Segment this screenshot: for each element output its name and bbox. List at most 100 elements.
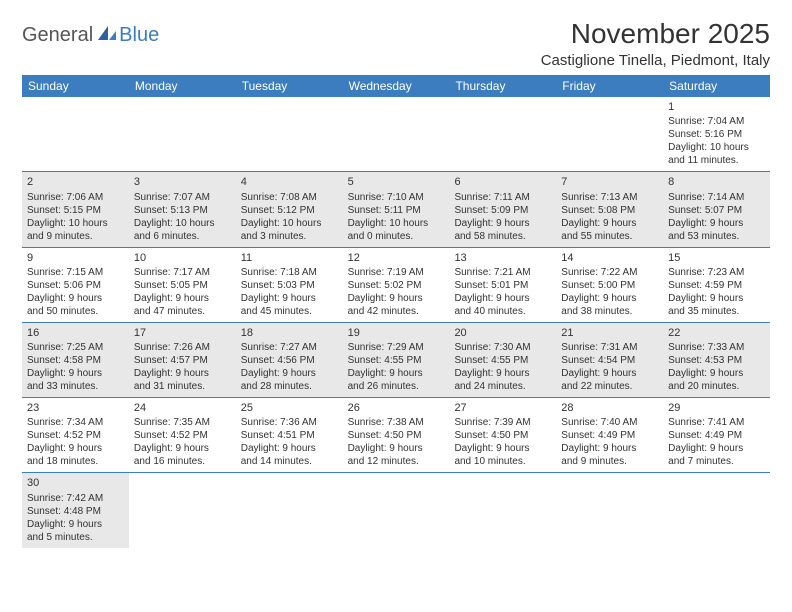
day-daylight2: and 11 minutes. (668, 154, 765, 167)
day-daylight2: and 0 minutes. (348, 230, 445, 243)
day-cell-empty (236, 473, 343, 547)
day-sunrise: Sunrise: 7:06 AM (27, 191, 124, 204)
day-daylight1: Daylight: 9 hours (454, 367, 551, 380)
day-number: 17 (134, 326, 231, 340)
day-cell-empty (663, 473, 770, 547)
day-number: 29 (668, 401, 765, 415)
day-sunset: Sunset: 5:02 PM (348, 279, 445, 292)
day-number: 6 (454, 175, 551, 189)
weeks-container: 1Sunrise: 7:04 AMSunset: 5:16 PMDaylight… (22, 97, 770, 548)
day-daylight1: Daylight: 9 hours (134, 292, 231, 305)
day-daylight1: Daylight: 9 hours (561, 292, 658, 305)
day-sunrise: Sunrise: 7:15 AM (27, 266, 124, 279)
day-cell: 29Sunrise: 7:41 AMSunset: 4:49 PMDayligh… (663, 398, 770, 472)
day-header-tuesday: Tuesday (236, 75, 343, 97)
day-sunrise: Sunrise: 7:34 AM (27, 416, 124, 429)
day-daylight1: Daylight: 9 hours (668, 442, 765, 455)
day-daylight1: Daylight: 9 hours (134, 367, 231, 380)
day-cell: 9Sunrise: 7:15 AMSunset: 5:06 PMDaylight… (22, 248, 129, 322)
day-sunset: Sunset: 5:13 PM (134, 204, 231, 217)
day-header-wednesday: Wednesday (343, 75, 450, 97)
day-number: 14 (561, 251, 658, 265)
day-sunrise: Sunrise: 7:26 AM (134, 341, 231, 354)
day-daylight2: and 47 minutes. (134, 305, 231, 318)
day-sunset: Sunset: 5:00 PM (561, 279, 658, 292)
day-number: 4 (241, 175, 338, 189)
week-row: 9Sunrise: 7:15 AMSunset: 5:06 PMDaylight… (22, 248, 770, 323)
day-daylight2: and 18 minutes. (27, 455, 124, 468)
day-sunrise: Sunrise: 7:35 AM (134, 416, 231, 429)
month-year: November 2025 (541, 18, 770, 50)
day-daylight1: Daylight: 10 hours (241, 217, 338, 230)
day-daylight1: Daylight: 9 hours (27, 367, 124, 380)
day-daylight2: and 24 minutes. (454, 380, 551, 393)
week-row: 23Sunrise: 7:34 AMSunset: 4:52 PMDayligh… (22, 398, 770, 473)
day-sunrise: Sunrise: 7:40 AM (561, 416, 658, 429)
day-sunset: Sunset: 4:59 PM (668, 279, 765, 292)
day-cell: 12Sunrise: 7:19 AMSunset: 5:02 PMDayligh… (343, 248, 450, 322)
day-sunrise: Sunrise: 7:25 AM (27, 341, 124, 354)
day-sunset: Sunset: 4:52 PM (134, 429, 231, 442)
day-daylight2: and 31 minutes. (134, 380, 231, 393)
day-sunset: Sunset: 5:06 PM (27, 279, 124, 292)
day-sunrise: Sunrise: 7:13 AM (561, 191, 658, 204)
logo: General Blue (22, 18, 159, 47)
day-sunrise: Sunrise: 7:31 AM (561, 341, 658, 354)
day-cell: 25Sunrise: 7:36 AMSunset: 4:51 PMDayligh… (236, 398, 343, 472)
day-sunrise: Sunrise: 7:42 AM (27, 492, 124, 505)
page-header: General Blue November 2025 Castiglione T… (22, 18, 770, 69)
day-sunrise: Sunrise: 7:14 AM (668, 191, 765, 204)
day-sunset: Sunset: 4:56 PM (241, 354, 338, 367)
day-number: 21 (561, 326, 658, 340)
day-daylight1: Daylight: 9 hours (134, 442, 231, 455)
day-daylight2: and 9 minutes. (561, 455, 658, 468)
day-cell: 4Sunrise: 7:08 AMSunset: 5:12 PMDaylight… (236, 172, 343, 246)
day-cell: 24Sunrise: 7:35 AMSunset: 4:52 PMDayligh… (129, 398, 236, 472)
day-sunset: Sunset: 5:16 PM (668, 128, 765, 141)
day-sunset: Sunset: 4:55 PM (348, 354, 445, 367)
day-sunset: Sunset: 5:01 PM (454, 279, 551, 292)
day-daylight1: Daylight: 9 hours (27, 518, 124, 531)
day-cell-empty (129, 473, 236, 547)
day-cell-empty (449, 473, 556, 547)
day-daylight2: and 26 minutes. (348, 380, 445, 393)
day-daylight1: Daylight: 10 hours (348, 217, 445, 230)
day-cell: 10Sunrise: 7:17 AMSunset: 5:05 PMDayligh… (129, 248, 236, 322)
day-cell: 5Sunrise: 7:10 AMSunset: 5:11 PMDaylight… (343, 172, 450, 246)
day-cell: 7Sunrise: 7:13 AMSunset: 5:08 PMDaylight… (556, 172, 663, 246)
day-sunrise: Sunrise: 7:38 AM (348, 416, 445, 429)
day-headers-row: Sunday Monday Tuesday Wednesday Thursday… (22, 75, 770, 97)
day-cell: 18Sunrise: 7:27 AMSunset: 4:56 PMDayligh… (236, 323, 343, 397)
day-number: 5 (348, 175, 445, 189)
day-sunrise: Sunrise: 7:04 AM (668, 115, 765, 128)
day-cell: 3Sunrise: 7:07 AMSunset: 5:13 PMDaylight… (129, 172, 236, 246)
day-sunrise: Sunrise: 7:22 AM (561, 266, 658, 279)
day-cell: 17Sunrise: 7:26 AMSunset: 4:57 PMDayligh… (129, 323, 236, 397)
day-daylight2: and 20 minutes. (668, 380, 765, 393)
day-daylight2: and 42 minutes. (348, 305, 445, 318)
day-number: 2 (27, 175, 124, 189)
day-daylight1: Daylight: 9 hours (241, 442, 338, 455)
day-sunrise: Sunrise: 7:27 AM (241, 341, 338, 354)
day-daylight2: and 45 minutes. (241, 305, 338, 318)
day-number: 13 (454, 251, 551, 265)
day-number: 12 (348, 251, 445, 265)
calendar-grid: Sunday Monday Tuesday Wednesday Thursday… (22, 75, 770, 548)
day-daylight2: and 55 minutes. (561, 230, 658, 243)
day-cell: 13Sunrise: 7:21 AMSunset: 5:01 PMDayligh… (449, 248, 556, 322)
day-sunset: Sunset: 4:48 PM (27, 505, 124, 518)
day-daylight1: Daylight: 9 hours (668, 217, 765, 230)
day-daylight2: and 3 minutes. (241, 230, 338, 243)
day-daylight1: Daylight: 9 hours (668, 367, 765, 380)
day-number: 3 (134, 175, 231, 189)
day-daylight2: and 10 minutes. (454, 455, 551, 468)
day-sunrise: Sunrise: 7:30 AM (454, 341, 551, 354)
day-sunrise: Sunrise: 7:21 AM (454, 266, 551, 279)
day-daylight2: and 40 minutes. (454, 305, 551, 318)
day-daylight1: Daylight: 9 hours (454, 292, 551, 305)
day-number: 10 (134, 251, 231, 265)
day-daylight1: Daylight: 9 hours (241, 292, 338, 305)
day-cell: 30Sunrise: 7:42 AMSunset: 4:48 PMDayligh… (22, 473, 129, 547)
day-daylight1: Daylight: 9 hours (561, 217, 658, 230)
day-daylight1: Daylight: 9 hours (454, 442, 551, 455)
